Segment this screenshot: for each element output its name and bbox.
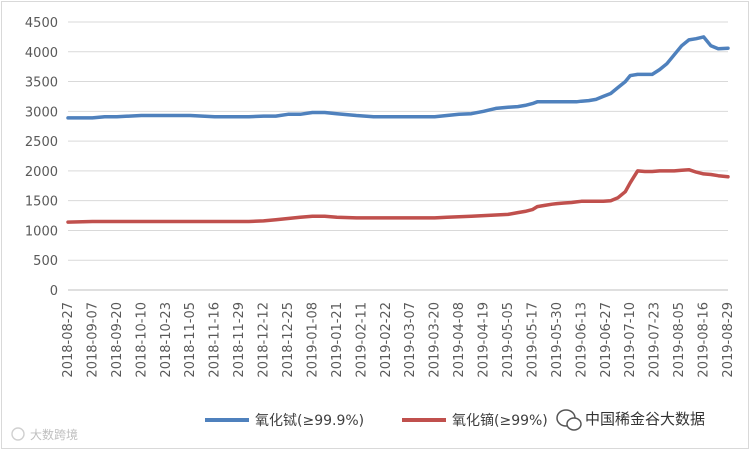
x-tick-label: 2018-10-10 (134, 302, 149, 378)
x-tick-label: 2018-08-27 (61, 302, 76, 378)
x-tick-label: 2019-05-17 (525, 302, 540, 378)
x-tick-label: 2019-01-21 (330, 302, 345, 378)
x-tick-label: 2018-12-25 (281, 302, 296, 378)
watermark-source-text: 中国稀金谷大数据 (585, 410, 705, 428)
x-tick-label: 2019-08-05 (672, 302, 687, 378)
x-tick-label: 2019-04-08 (452, 302, 467, 378)
y-tick-label: 2000 (25, 165, 58, 180)
wechat-icon (556, 409, 582, 431)
y-tick-label: 4500 (25, 16, 58, 31)
axes: 4500400035003000250020001500100050002018… (25, 16, 736, 378)
watermark-left-text: 大数跨境 (30, 427, 78, 442)
x-tick-label: 2019-01-08 (305, 302, 320, 378)
x-tick-label: 2018-09-07 (85, 302, 100, 378)
y-tick-label: 3500 (25, 76, 58, 91)
y-tick-label: 500 (33, 254, 58, 269)
x-tick-label: 2019-07-10 (623, 302, 638, 378)
x-tick-label: 2018-10-23 (159, 302, 174, 378)
x-tick-label: 2018-11-16 (208, 302, 223, 378)
y-tick-label: 1500 (25, 195, 58, 210)
legend: 氧化铽(≥99.9%) 氧化镝(≥99%) (205, 412, 548, 429)
y-tick-label: 1000 (25, 224, 58, 239)
x-tick-label: 2019-02-11 (354, 302, 369, 378)
y-tick-label: 0 (50, 284, 58, 299)
x-tick-label: 2019-08-29 (721, 302, 736, 378)
y-tick-label: 4000 (25, 46, 58, 61)
x-tick-label: 2019-05-30 (550, 302, 565, 378)
y-tick-label: 3000 (25, 105, 58, 120)
x-tick-label: 2019-06-13 (574, 302, 589, 378)
watermark: 中国稀金谷大数据 大数跨境 (11, 409, 705, 442)
x-tick-label: 2019-07-23 (648, 302, 663, 378)
legend-label: 氧化镝(≥99%) (452, 412, 548, 429)
x-tick-label: 2019-08-16 (697, 302, 712, 378)
gridlines (68, 21, 728, 291)
x-tick-label: 2019-03-20 (428, 302, 443, 378)
x-tick-label: 2019-03-07 (403, 302, 418, 378)
watermark-logo-icon (11, 427, 25, 441)
series-lines (66, 35, 730, 224)
x-tick-label: 2018-12-12 (257, 302, 272, 378)
y-tick-label: 2500 (25, 135, 58, 150)
series-line-1 (66, 35, 730, 120)
x-tick-label: 2018-11-29 (232, 302, 247, 378)
x-tick-label: 2019-05-05 (501, 302, 516, 378)
x-tick-label: 2019-06-27 (599, 302, 614, 378)
x-tick-label: 2019-04-19 (477, 302, 492, 378)
series-line-2 (66, 167, 730, 224)
x-tick-label: 2018-09-20 (110, 302, 125, 378)
x-tick-label: 2018-11-05 (183, 302, 198, 378)
x-tick-label: 2019-02-22 (379, 302, 394, 378)
legend-label: 氧化铽(≥99.9%) (255, 413, 364, 429)
